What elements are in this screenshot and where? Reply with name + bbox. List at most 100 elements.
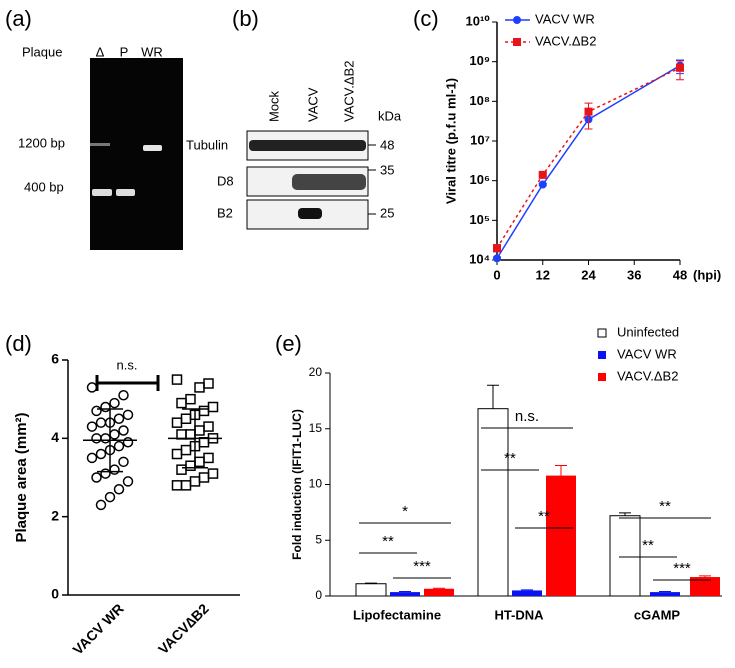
point [95,448,107,460]
panel-label: (d) [5,331,32,356]
significance-label: ** [382,533,394,550]
point [91,405,102,417]
point [180,413,192,424]
x-tick-label: 24 [581,267,596,282]
panel-label: (c) [413,6,439,31]
x-tick-label: 48 [673,267,687,282]
x-tick-label: 12 [536,267,550,282]
legend-label: VACV.ΔB2 [535,33,596,48]
point [180,480,192,491]
series-line [496,64,681,259]
lane-label: VACV [305,87,320,122]
gel-header: Plaque [22,44,62,59]
sd-bar [182,408,208,469]
blot-band [298,208,322,219]
bar [390,592,420,596]
lane-label: P [120,44,129,59]
y-tick-label: 0 [51,586,59,602]
point [86,421,98,432]
point [171,417,183,428]
y-tick-label: 10¹⁰ [466,13,491,28]
kda-marker: 35 [380,162,394,177]
point [91,472,102,483]
point [176,397,187,409]
point [203,421,214,432]
gel-band [116,189,135,196]
error-bar [399,591,411,593]
significance-label: n.s. [515,408,539,425]
significance-label: ** [538,508,550,525]
point [185,429,196,440]
significance-label: *** [673,560,691,577]
significance-bracket [95,375,160,391]
x-tick-label: Lipofectamine [353,607,441,622]
lane-label: Mock [266,90,281,122]
x-tick-label: VACV∆B2 [155,600,212,657]
point [185,393,196,405]
point [95,417,107,428]
significance-label: ** [504,450,516,467]
legend-label: Uninfected [617,324,679,339]
point [194,456,205,468]
error-bar [699,575,711,578]
y-tick-label: 5 [315,532,322,546]
point [113,413,125,424]
x-axis-label: (hpi) [693,267,721,282]
point [538,180,547,189]
y-tick-label: 10⁸ [469,93,490,108]
point [198,437,210,448]
error-bar [487,384,499,409]
point [122,437,134,448]
panel-label: (e) [275,331,302,356]
error-bar [584,102,593,130]
error-bar [555,465,567,476]
y-tick-label: 10⁴ [469,251,490,266]
point [104,491,116,503]
bar [609,515,641,597]
y-tick-label: 10 [309,477,323,491]
y-tick-label: 4 [51,429,59,445]
kda-marker: 48 [380,137,394,152]
blot-band [292,174,366,190]
error-bar [433,587,445,589]
gel [90,58,183,250]
blot-label: D8 [217,173,234,188]
point [118,456,129,468]
point [538,170,547,179]
point [100,401,111,413]
significance-label: ** [642,537,654,554]
legend-swatch [598,351,606,359]
panel-label: (b) [232,6,259,31]
point [207,468,219,479]
point [171,448,183,460]
y-tick-label: 6 [51,351,59,367]
legend-marker [513,16,521,24]
y-tick-label: 10⁷ [470,132,490,147]
y-tick-label: 15 [309,421,323,435]
point [122,409,134,421]
point [676,63,684,72]
point [207,401,219,413]
sd-bar [97,408,123,473]
point [86,452,98,464]
point [176,429,187,440]
lane-label: Δ [96,44,105,59]
bar [355,583,387,597]
size-marker: 400 bp [24,179,64,194]
panel-label: (a) [5,6,32,31]
point [176,464,187,475]
point [122,476,134,487]
significance-label: * [402,503,408,520]
legend-label: VACV.ΔB2 [617,368,678,383]
error-bar [521,589,533,591]
significance-label: ** [659,498,671,515]
y-axis-label: Viral titre (p.f.u ml-1) [443,78,458,204]
point [203,378,214,389]
point [171,480,183,491]
y-tick-label: 10⁶ [470,172,490,187]
point [198,405,210,417]
point [113,440,125,452]
point [109,464,120,475]
point [109,429,120,440]
